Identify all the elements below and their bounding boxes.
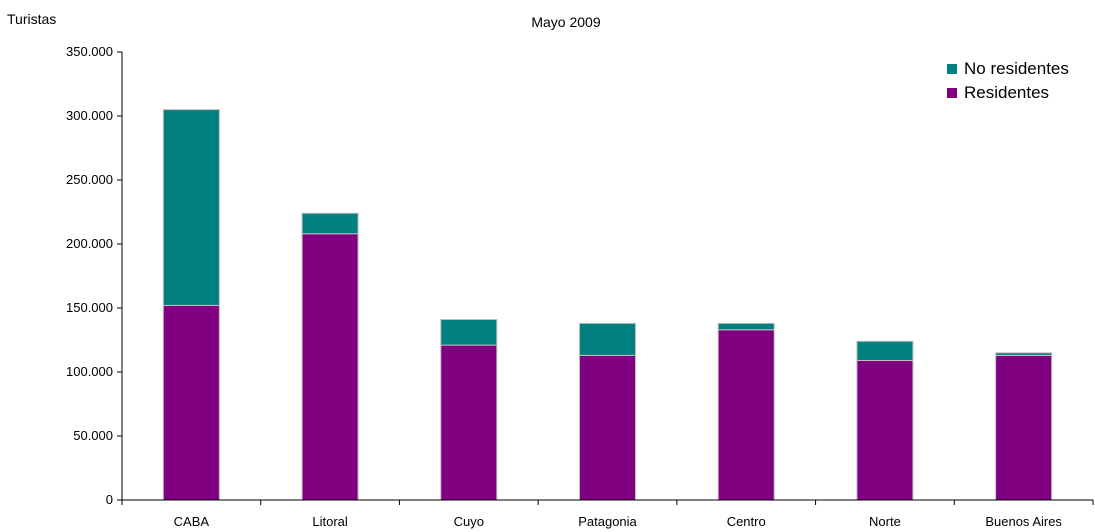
y-tick-label: 250.000 — [66, 172, 113, 187]
bar-no-residentes — [162, 109, 220, 306]
legend: No residentes Residentes — [947, 59, 1069, 102]
legend-swatch — [947, 88, 957, 98]
chart-title: Mayo 2009 — [531, 14, 600, 30]
x-tick-label: Cuyo — [454, 514, 484, 529]
bar-no-residentes — [856, 340, 914, 361]
x-tick-label: Centro — [727, 514, 766, 529]
y-tick-label: 350.000 — [66, 44, 113, 59]
bar-residentes — [162, 304, 220, 501]
y-tick-label: 50.000 — [73, 428, 113, 443]
bar-residentes — [856, 359, 914, 501]
ticks-group: 0 50.000 100.000 150.000 200.000 250.000 300.0… — [66, 44, 1094, 529]
bars-group — [162, 109, 1053, 501]
x-tick-label: Litoral — [312, 514, 348, 529]
legend-swatch — [947, 64, 957, 74]
bar-residentes — [579, 354, 636, 501]
bar-no-residentes — [579, 322, 636, 356]
bar-no-residentes — [440, 319, 498, 346]
y-tick-label: 0 — [106, 492, 113, 507]
y-tick-label: 200.000 — [66, 236, 113, 251]
bar-no-residentes — [301, 212, 359, 235]
bar-residentes — [717, 329, 775, 501]
bar-residentes — [995, 354, 1053, 501]
bar-no-residentes — [717, 322, 775, 331]
x-tick-label: Patagonia — [578, 514, 637, 529]
y-tick-label: 100.000 — [66, 364, 113, 379]
bar-residentes — [301, 233, 359, 501]
y-tick-label: 150.000 — [66, 300, 113, 315]
legend-label: No residentes — [964, 59, 1069, 78]
axes-group — [121, 52, 1093, 501]
x-tick-label: Norte — [869, 514, 901, 529]
legend-label: Residentes — [964, 83, 1049, 102]
y-tick-label: 300.000 — [66, 108, 113, 123]
bar-residentes — [440, 344, 498, 501]
x-tick-label: Buenos Aires — [985, 514, 1062, 529]
x-tick-label: CABA — [174, 514, 210, 529]
y-axis-label: Turistas — [7, 11, 56, 27]
bar-no-residentes — [995, 352, 1053, 356]
